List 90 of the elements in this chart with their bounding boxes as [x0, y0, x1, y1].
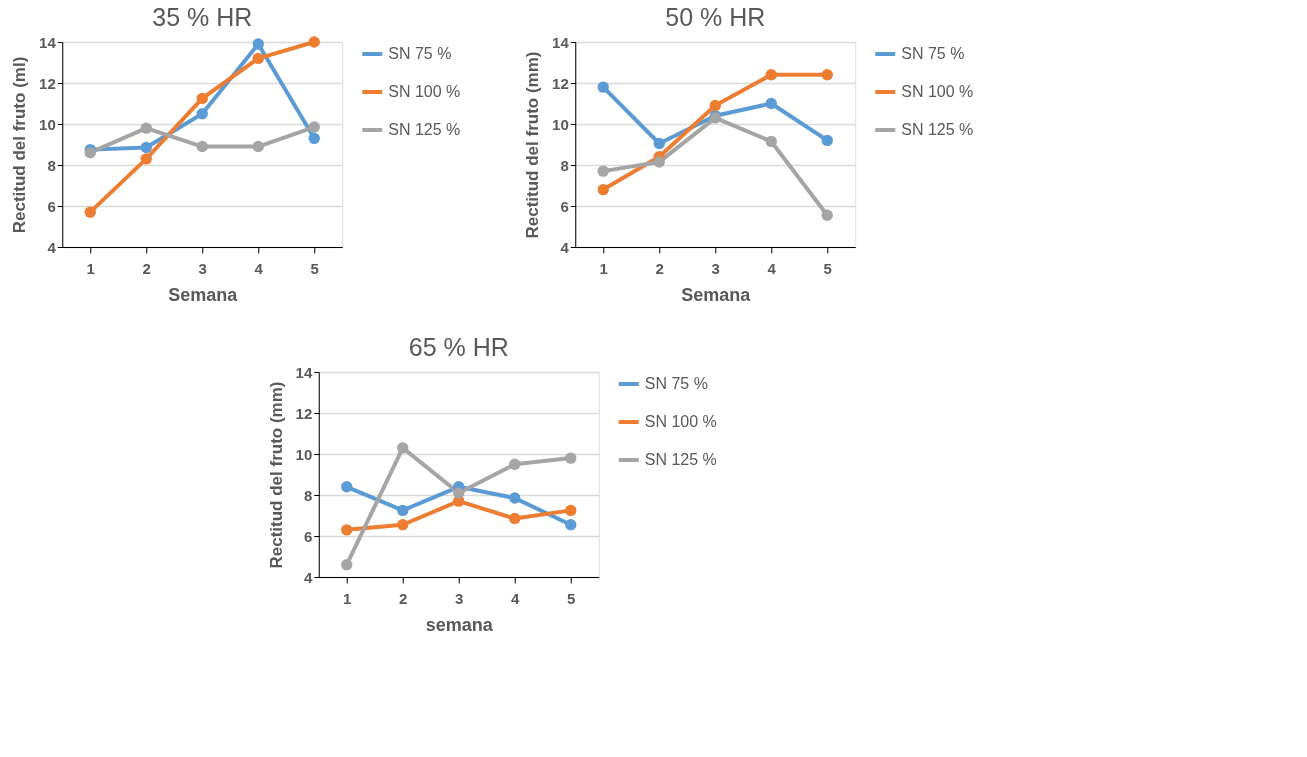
- x-tick-label: 1: [343, 589, 352, 607]
- point: [597, 81, 609, 93]
- legend-label: SN 125 %: [388, 121, 461, 138]
- point: [453, 487, 465, 499]
- point: [341, 524, 353, 536]
- x-tick-label: 5: [567, 589, 576, 607]
- legend-label: SN 100 %: [644, 413, 717, 430]
- point: [397, 504, 409, 517]
- x-tick-label: 3: [198, 259, 207, 277]
- point: [140, 141, 152, 154]
- point: [252, 140, 264, 153]
- point: [565, 452, 577, 464]
- x-tick-label: 4: [254, 259, 264, 277]
- x-tick-label: 1: [599, 259, 608, 277]
- x-tick-label: 5: [823, 259, 832, 277]
- point: [709, 99, 721, 112]
- y-tick-label: 10: [552, 115, 569, 133]
- x-tick-label: 2: [142, 259, 151, 277]
- y-tick-label: 8: [303, 486, 313, 504]
- y-tick-label: 8: [560, 156, 569, 174]
- point: [653, 137, 665, 150]
- x-axis-title: semana: [425, 614, 494, 635]
- y-tick-label: 6: [560, 197, 569, 215]
- x-tick-label: 4: [511, 589, 521, 607]
- y-tick-label: 4: [560, 238, 570, 256]
- y-tick-label: 4: [47, 238, 57, 256]
- y-axis-title: Rectitud del fruto (ml): [10, 56, 30, 234]
- y-tick-label: 12: [295, 404, 313, 422]
- x-axis-title: Semana: [681, 284, 752, 305]
- point: [597, 165, 609, 177]
- chart-title: 35 % HR: [152, 3, 253, 31]
- point: [821, 69, 833, 81]
- point: [565, 519, 577, 531]
- point: [597, 183, 609, 196]
- y-tick-label: 14: [39, 33, 57, 51]
- x-tick-label: 1: [86, 259, 95, 277]
- point: [140, 153, 152, 165]
- y-tick-label: 14: [552, 33, 570, 51]
- point: [653, 156, 665, 168]
- legend-label: SN 125 %: [644, 451, 717, 468]
- x-tick-label: 2: [655, 259, 664, 277]
- chart-title: 65 % HR: [408, 333, 509, 361]
- legend-label: SN 75 %: [901, 45, 965, 62]
- y-tick-label: 4: [303, 568, 313, 586]
- x-tick-label: 2: [399, 589, 408, 607]
- x-axis-title: Semana: [168, 284, 239, 305]
- y-tick-label: 8: [47, 156, 56, 174]
- point: [565, 504, 577, 517]
- y-tick-label: 12: [552, 74, 569, 92]
- point: [196, 108, 208, 120]
- point: [397, 442, 409, 454]
- point: [252, 38, 264, 50]
- y-tick-label: 10: [39, 115, 56, 133]
- point: [765, 135, 777, 148]
- x-tick-label: 3: [455, 589, 464, 607]
- point: [397, 519, 409, 531]
- point: [509, 458, 521, 470]
- point: [84, 147, 96, 159]
- y-tick-label: 10: [295, 445, 313, 463]
- point: [140, 122, 152, 134]
- x-tick-label: 3: [711, 259, 720, 277]
- point: [509, 512, 521, 525]
- legend-label: SN 75 %: [388, 45, 452, 62]
- x-tick-label: 5: [310, 259, 319, 277]
- legend-label: SN 75 %: [644, 375, 708, 392]
- legend-label: SN 125 %: [901, 121, 974, 138]
- point: [341, 481, 353, 493]
- x-tick-label: 4: [767, 259, 777, 277]
- legend-label: SN 100 %: [901, 83, 974, 100]
- point: [821, 209, 833, 221]
- point: [308, 132, 320, 145]
- y-tick-label: 6: [303, 527, 313, 545]
- point: [196, 140, 208, 153]
- point: [341, 559, 353, 571]
- point: [765, 69, 777, 81]
- point: [196, 92, 208, 105]
- y-tick-label: 12: [39, 74, 56, 92]
- y-axis-title: Rectitud del fruto (mm): [266, 381, 286, 569]
- y-tick-label: 14: [295, 363, 313, 381]
- point: [765, 97, 777, 110]
- point: [308, 36, 320, 48]
- point: [84, 206, 96, 218]
- y-axis-title: Rectitud del fruto (mm): [523, 51, 543, 239]
- point: [821, 134, 833, 147]
- point: [252, 52, 264, 65]
- legend-label: SN 100 %: [388, 83, 461, 100]
- y-tick-label: 6: [47, 197, 56, 215]
- chart-title: 50 % HR: [665, 3, 766, 31]
- point: [509, 492, 521, 504]
- point: [308, 121, 320, 133]
